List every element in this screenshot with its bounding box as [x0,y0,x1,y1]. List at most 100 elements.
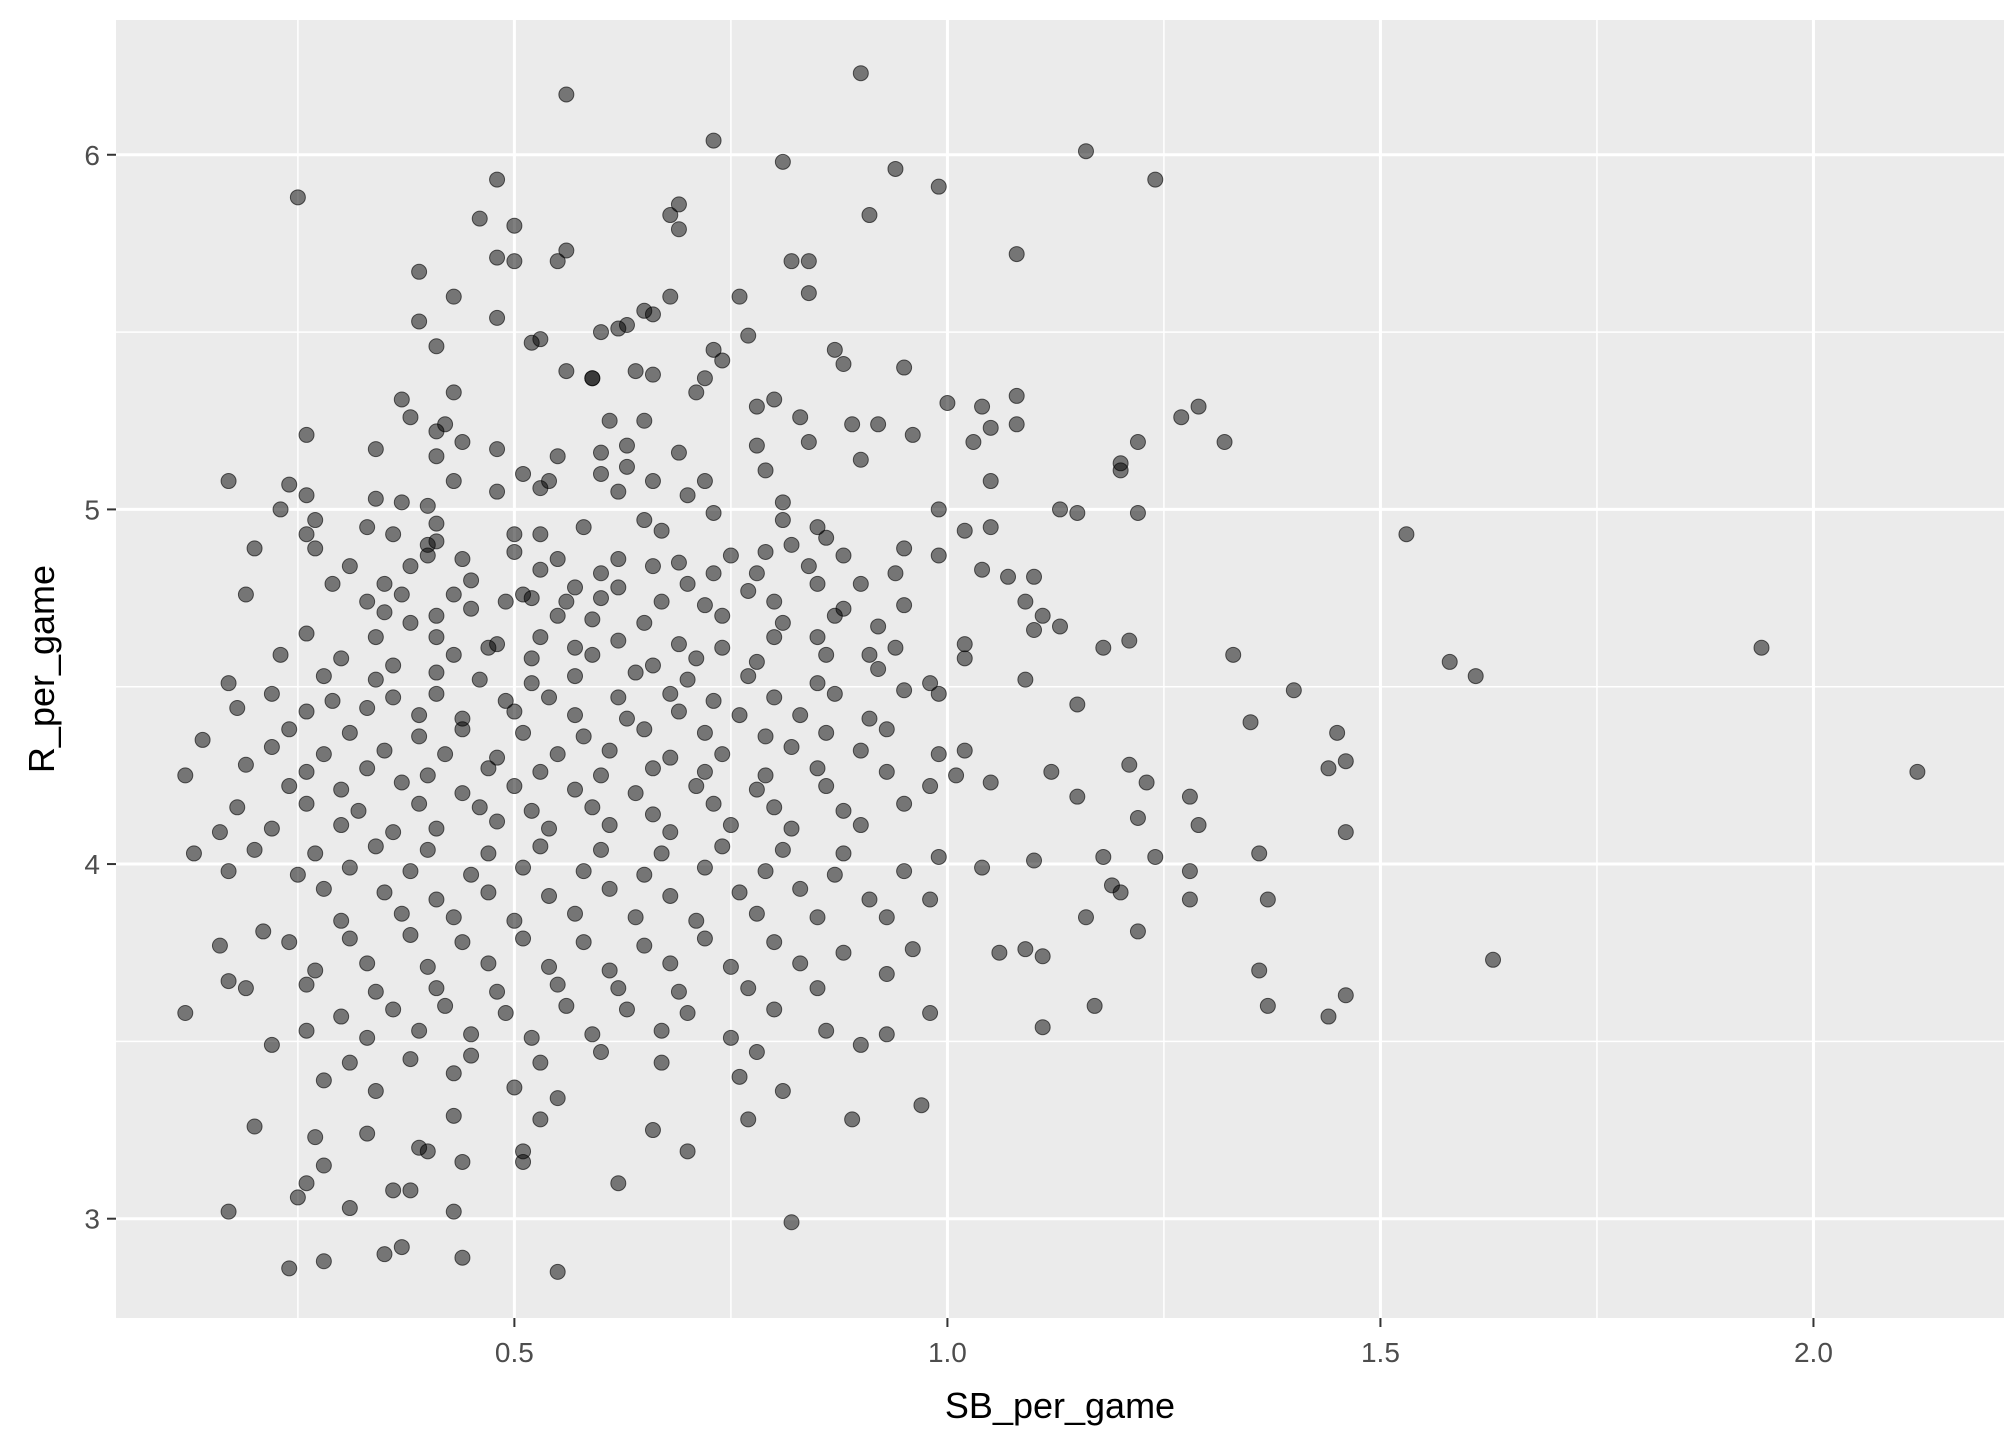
data-point [376,884,393,901]
data-point [359,760,376,777]
data-point [454,434,471,451]
data-point [818,646,835,663]
data-point [705,795,722,812]
data-point [246,1118,263,1135]
data-point [1181,863,1198,880]
data-point [393,494,410,511]
data-point [982,774,999,791]
data-point [471,799,488,816]
data-point [263,1036,280,1053]
data-point [411,263,428,280]
data-point [211,824,228,841]
data-point [177,1005,194,1022]
data-point [818,1022,835,1039]
data-point [558,593,575,610]
data-point [1069,788,1086,805]
data-point [315,1072,332,1089]
data-point [549,607,566,624]
data-point [601,412,618,429]
data-point [428,664,445,681]
data-point [766,934,783,951]
data-point [636,866,653,883]
data-point [567,707,584,724]
data-point [844,1111,861,1128]
data-point [558,242,575,259]
data-point [445,586,462,603]
data-point [714,838,731,855]
data-point [359,1029,376,1046]
data-point [809,980,826,997]
data-point [532,629,549,646]
data-point [341,930,358,947]
data-point [515,930,532,947]
data-point [367,671,384,688]
data-point [549,551,566,568]
data-point [618,710,635,727]
data-point [385,657,402,674]
data-point [428,685,445,702]
data-point [506,217,523,234]
data-point [844,416,861,433]
data-point [809,909,826,926]
data-point [662,887,679,904]
data-point [515,465,532,482]
y-tick-label: 4 [84,849,100,880]
data-point [411,728,428,745]
data-point [411,313,428,330]
data-point [774,841,791,858]
data-point [584,1026,601,1043]
data-point [402,1051,419,1068]
data-point [610,1175,627,1192]
data-point [359,1125,376,1142]
data-point [922,778,939,795]
data-point [281,1260,298,1277]
data-point [341,558,358,575]
data-point [1147,171,1164,188]
data-point [705,692,722,709]
data-point [722,817,739,834]
data-point [748,905,765,922]
data-point [324,575,341,592]
data-point [1026,852,1043,869]
data-point [1753,639,1770,656]
data-point [515,859,532,876]
data-point [826,607,843,624]
data-point [956,522,973,539]
data-point [281,778,298,795]
data-point [220,863,237,880]
data-point [1052,618,1068,635]
data-point [255,923,272,940]
data-point [696,930,713,947]
data-point [783,739,800,756]
data-point [1069,696,1086,713]
data-point [341,859,358,876]
data-point [489,483,506,500]
data-point [1181,891,1198,908]
data-point [315,880,332,897]
data-point [956,636,973,653]
data-point [930,685,947,702]
data-point [480,955,497,972]
data-point [653,1054,670,1071]
data-point [445,1065,462,1082]
minor-gridlines [116,20,2004,1318]
data-point [696,473,713,490]
data-point [220,473,237,490]
data-point [1259,891,1276,908]
data-point [1320,1008,1337,1025]
data-point [896,359,913,376]
x-axis-title: SB_per_game [945,1385,1175,1426]
data-point [367,629,384,646]
data-point [774,614,791,631]
data-point [567,639,584,656]
data-point [930,501,947,518]
data-point [766,593,783,610]
data-point [627,664,644,681]
data-point [592,324,609,341]
data-point [419,547,436,564]
data-point [636,512,653,529]
data-point [636,721,653,738]
data-point [610,689,627,706]
data-point [644,657,661,674]
